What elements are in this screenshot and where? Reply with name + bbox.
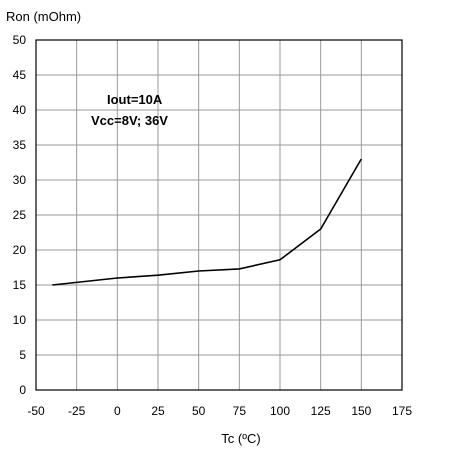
y-tick-label: 45	[13, 68, 27, 82]
x-tick-label: 0	[114, 404, 121, 418]
y-tick-label: 20	[13, 243, 27, 257]
y-tick-label: 15	[13, 278, 27, 292]
y-tick-label: 30	[13, 173, 27, 187]
plot-frame	[35, 39, 403, 391]
y-tick-label: 40	[13, 103, 27, 117]
x-axis-ticks: -50 -25 0 25 50 75 100 125 150 175	[27, 404, 412, 418]
y-tick-label: 25	[13, 208, 27, 222]
x-axis-title: Tc (ºC)	[221, 431, 260, 446]
annotation-vcc: Vcc=8V; 36V	[91, 113, 168, 128]
annotation-iout: Iout=10A	[107, 92, 163, 107]
y-tick-label: 35	[13, 138, 27, 152]
y-tick-label: 5	[19, 348, 26, 362]
gridlines	[35, 39, 403, 391]
x-tick-label: 50	[192, 404, 206, 418]
y-tick-label: 0	[19, 383, 26, 397]
x-tick-label: 100	[270, 404, 290, 418]
x-tick-label: 175	[392, 404, 412, 418]
x-tick-label: 125	[311, 404, 331, 418]
y-axis-ticks: 0 5 10 15 20 25 30 35 40 45 50	[13, 33, 27, 397]
x-tick-label: -50	[27, 404, 45, 418]
x-tick-label: 25	[151, 404, 165, 418]
x-tick-label: -25	[68, 404, 86, 418]
y-tick-label: 50	[13, 33, 27, 47]
y-tick-label: 10	[13, 313, 27, 327]
x-tick-label: 150	[351, 404, 371, 418]
x-tick-label: 75	[233, 404, 247, 418]
series-line	[52, 158, 362, 286]
y-axis-title: Ron (mOhm)	[6, 9, 81, 24]
